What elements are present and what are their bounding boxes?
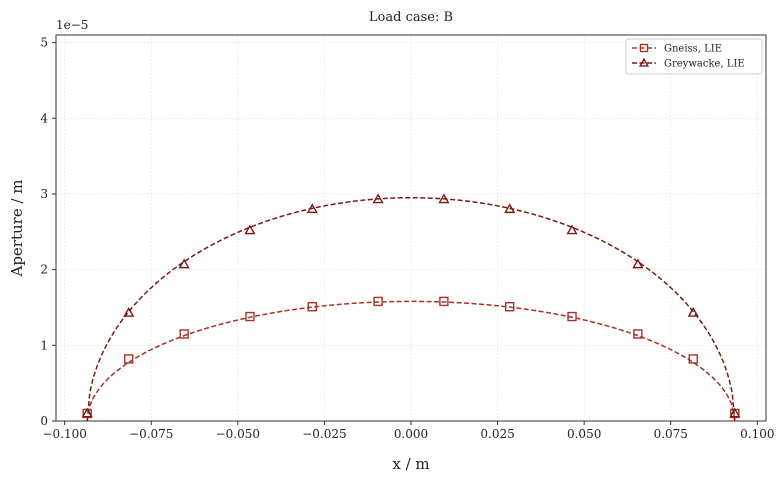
- y-axis-ticks: 0 1 2 3 4 5: [40, 36, 56, 428]
- legend-marker: [638, 57, 650, 67]
- data-point: [307, 302, 317, 312]
- data-point: [178, 258, 190, 269]
- data-point: [504, 203, 516, 214]
- series-curves: [86, 196, 736, 422]
- x-tick-label: 0.000: [394, 427, 428, 441]
- legend: Gneiss, LIE Greywacke, LIE: [625, 38, 763, 75]
- series-markers: [81, 193, 741, 419]
- data-point: [372, 193, 384, 204]
- data-point: [306, 203, 318, 214]
- x-tick-label: −0.025: [302, 427, 346, 441]
- data-point: [373, 296, 383, 307]
- grid: [56, 35, 766, 422]
- data-point: [81, 407, 93, 418]
- y-tick-label: 2: [40, 263, 48, 277]
- x-tick-label: −0.100: [42, 427, 86, 441]
- x-tick-label: 0.050: [567, 427, 601, 441]
- data-point: [632, 258, 644, 269]
- legend-marker: [639, 43, 649, 53]
- data-point: [566, 224, 578, 235]
- y-tick-label: 3: [40, 187, 48, 201]
- data-point: [633, 329, 643, 339]
- data-point: [567, 311, 577, 322]
- data-point: [245, 311, 255, 322]
- y-tick-label: 4: [40, 111, 48, 125]
- y-axis-label: Aperture / m: [8, 179, 26, 277]
- legend-box: [625, 38, 763, 75]
- y-tick-label: 0: [40, 414, 48, 428]
- data-point: [505, 302, 515, 312]
- data-point: [123, 306, 135, 317]
- x-tick-label: −0.050: [216, 427, 260, 441]
- data-point: [439, 296, 449, 307]
- data-point: [179, 329, 189, 339]
- legend-label: Greywacke, LIE: [664, 59, 745, 70]
- series-line: [86, 196, 736, 422]
- x-tick-label: −0.075: [129, 427, 173, 441]
- data-point: [124, 354, 134, 364]
- y-offset-label: 1e−5: [56, 18, 88, 32]
- data-point: [244, 224, 256, 235]
- series-line: [86, 300, 736, 422]
- x-tick-label: 0.075: [654, 427, 688, 441]
- x-tick-label: 0.025: [480, 427, 514, 441]
- data-point: [438, 193, 450, 204]
- data-point: [687, 306, 699, 317]
- data-point: [688, 354, 698, 364]
- chart-title: Load case: B: [369, 10, 453, 25]
- y-tick-label: 1: [40, 338, 48, 352]
- legend-label: Gneiss, LIE: [664, 44, 722, 55]
- y-tick-label: 5: [40, 36, 48, 50]
- data-point: [729, 407, 741, 418]
- x-axis-label: x / m: [392, 455, 429, 473]
- x-axis-ticks: −0.100 −0.075 −0.050 −0.025 0.000 0.025 0.050 0…: [42, 421, 775, 441]
- x-tick-label: 0.100: [740, 427, 774, 441]
